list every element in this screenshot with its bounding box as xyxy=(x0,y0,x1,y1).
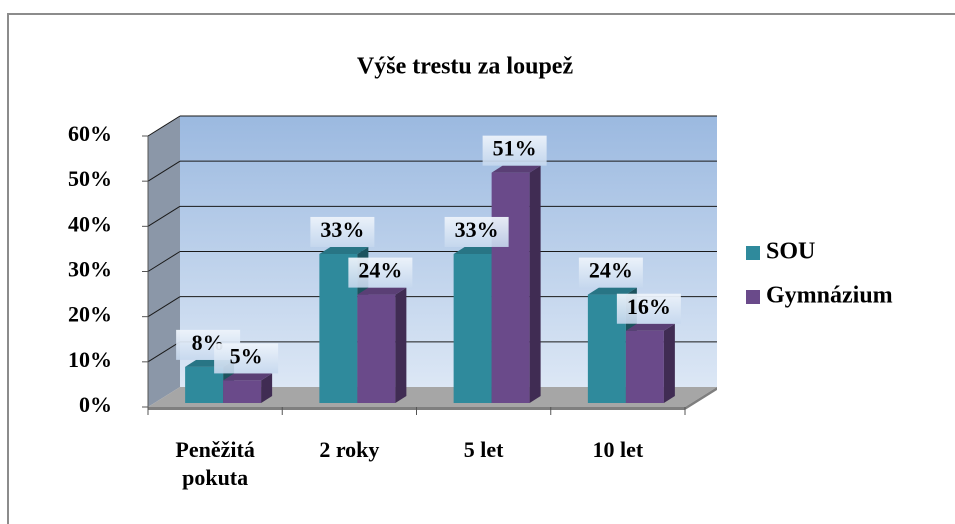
value-label: 33% xyxy=(455,217,499,242)
value-label: 24% xyxy=(589,258,633,283)
bar-side xyxy=(663,323,675,403)
grid-line-side xyxy=(147,341,181,363)
floor-edge xyxy=(148,387,717,410)
bar-side xyxy=(395,287,407,403)
bar-side xyxy=(261,373,273,403)
grid-line-side xyxy=(147,251,181,272)
grid-line-side xyxy=(147,160,181,182)
x-tick-label: Peněžitá pokuta xyxy=(175,437,255,490)
bar xyxy=(625,330,664,403)
value-label: 16% xyxy=(627,294,671,319)
legend-swatch xyxy=(746,246,760,260)
value-label-box xyxy=(310,216,375,247)
y-tick-label: 40% xyxy=(68,211,112,236)
bar-top xyxy=(319,246,369,254)
grid-line-side xyxy=(147,205,181,227)
legend-swatch xyxy=(746,290,760,304)
value-label: 24% xyxy=(358,258,402,283)
y-tick-label: 0% xyxy=(79,392,112,417)
x-tick-label: 5 let xyxy=(463,437,504,462)
floor xyxy=(148,387,717,407)
value-label-box xyxy=(214,343,279,374)
value-label-box xyxy=(348,257,413,288)
legend-label: Gymnázium xyxy=(766,283,893,309)
bar xyxy=(453,253,492,403)
value-label-box xyxy=(616,293,681,324)
bar-top xyxy=(587,287,637,295)
bar xyxy=(491,172,530,403)
bar-top xyxy=(357,287,407,295)
value-label-box xyxy=(578,257,643,288)
y-tick-label: 20% xyxy=(68,302,112,327)
x-tick-label: 2 roky xyxy=(319,437,380,462)
x-tick-label: 10 let xyxy=(592,437,644,462)
y-tick-label: 60% xyxy=(68,121,112,146)
value-label: 33% xyxy=(320,217,364,242)
grid-line-side xyxy=(147,115,181,137)
value-label: 5% xyxy=(230,343,263,368)
bar xyxy=(223,380,262,403)
bar-top xyxy=(625,323,675,331)
bar xyxy=(357,294,396,403)
bar-top xyxy=(223,373,273,381)
bar-top xyxy=(491,165,541,173)
value-label-box xyxy=(482,135,547,166)
y-tick-label: 30% xyxy=(68,257,112,282)
value-label-box xyxy=(444,216,509,247)
bar-top xyxy=(453,246,503,254)
legend-label: SOU xyxy=(766,239,815,265)
chart-title: Výše trestu za loupež xyxy=(357,54,574,80)
grid-line-side xyxy=(147,296,181,318)
bar-side xyxy=(529,165,541,403)
y-tick-label: 10% xyxy=(68,347,112,372)
value-label: 51% xyxy=(493,136,537,161)
y-tick-label: 50% xyxy=(68,166,112,191)
